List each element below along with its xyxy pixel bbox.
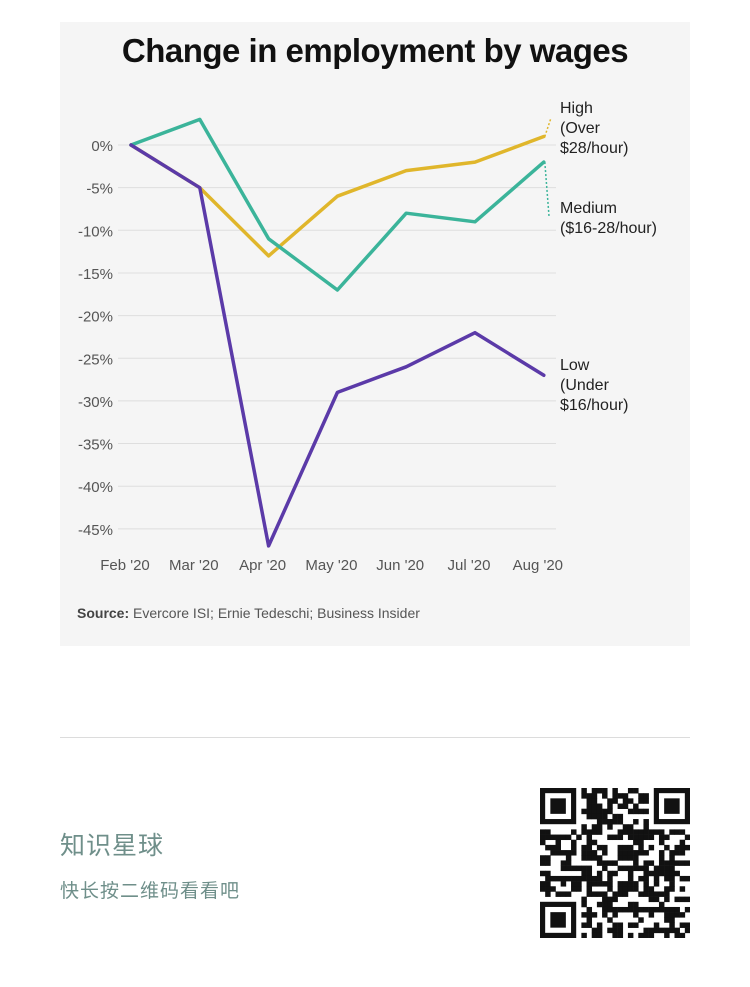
- y-tick-label: -15%: [78, 266, 113, 283]
- series-label: ($16-28/hour): [560, 220, 657, 237]
- x-tick-label: Mar '20: [169, 557, 219, 574]
- source-text: Evercore ISI; Ernie Tedeschi; Business I…: [129, 605, 420, 621]
- y-tick-label: -30%: [78, 394, 113, 411]
- y-tick-label: 0%: [91, 138, 113, 155]
- x-tick-label: Jul '20: [448, 557, 491, 574]
- x-tick-label: Aug '20: [513, 557, 563, 574]
- y-tick-label: -25%: [78, 351, 113, 368]
- qr-code-icon[interactable]: [540, 788, 690, 938]
- series-label: $28/hour): [560, 140, 629, 157]
- source-label: Source:: [77, 605, 130, 621]
- x-tick-label: Feb '20: [100, 557, 150, 574]
- line-chart: 0% -5% -10% -15% -20% -25% -30% -35% -40% -45% Feb…: [78, 100, 657, 574]
- divider: [60, 737, 690, 738]
- series-label: (Under: [560, 377, 610, 394]
- series-label: (Over: [560, 120, 601, 137]
- x-tick-label: Jun '20: [376, 557, 424, 574]
- y-tick-label: -10%: [78, 223, 113, 240]
- y-tick-label: -40%: [78, 479, 113, 496]
- series-label: $16/hour): [560, 397, 629, 414]
- y-tick-label: -35%: [78, 437, 113, 454]
- footer-title: 知识星球: [60, 832, 165, 860]
- chart-card: [60, 22, 690, 646]
- leader-line: [544, 162, 550, 217]
- y-tick-label: -20%: [78, 309, 113, 326]
- series-label: High: [560, 100, 593, 117]
- x-tick-label: May '20: [305, 557, 357, 574]
- x-tick-label: Apr '20: [239, 557, 286, 574]
- series-label: Medium: [560, 200, 617, 217]
- chart-title: Change in employment by wages: [121, 32, 629, 69]
- source-note: Source: Evercore ISI; Ernie Tedeschi; Bu…: [77, 605, 420, 621]
- footer-subtitle: 快长按二维码看看吧: [60, 881, 241, 902]
- leader-line: [544, 117, 552, 137]
- series-label: Low: [560, 357, 590, 374]
- y-tick-label: -5%: [86, 181, 113, 198]
- y-tick-label: -45%: [78, 522, 113, 539]
